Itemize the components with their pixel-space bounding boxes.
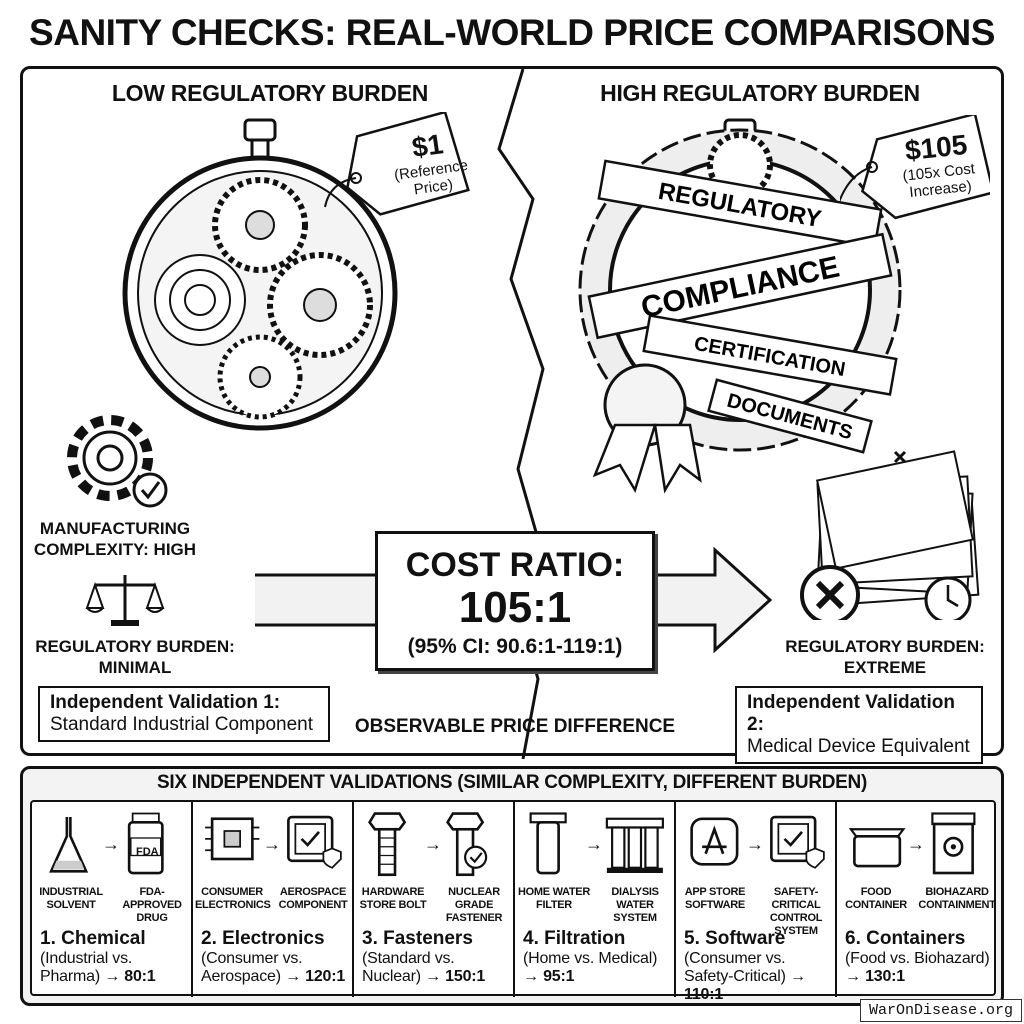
validation-desc: (Industrial vs. Pharma) → 80:1 bbox=[40, 950, 192, 986]
watermark: WarOnDisease.org bbox=[859, 999, 1022, 1022]
validation-ratio: 150:1 bbox=[445, 968, 486, 985]
low-burden-caption: INDUSTRIAL SOLVENT bbox=[39, 886, 103, 911]
regulated-watch-illustration: REGULATORY COMPLIANCE CERTIFICATION DOCU… bbox=[578, 118, 902, 494]
validation-cell: → FOOD CONTAINER BIOHAZARD CONTAINMENT 6. C… bbox=[837, 802, 998, 997]
cost-ratio-box: COST RATIO: 105:1 (95% CI: 90.6:1-119:1) bbox=[375, 531, 655, 671]
validations-heading: SIX INDEPENDENT VALIDATIONS (SIMILAR COM… bbox=[157, 772, 867, 793]
validation-desc: (Consumer vs. Safety-Critical) → 110:1 bbox=[684, 950, 836, 1004]
price-tag-low bbox=[324, 112, 470, 216]
validation-desc: (Standard vs. Nuclear) → 150:1 bbox=[362, 950, 514, 986]
validation-desc: (Food vs. Biohazard) → 130:1 bbox=[845, 950, 997, 986]
complexity-label: MANUFACTURING COMPLEXITY: HIGH bbox=[33, 519, 197, 559]
high-burden-caption: SAFETY-CRITICAL CONTROL SYSTEM bbox=[769, 886, 823, 937]
validation-comparison: (Home vs. Medical) → bbox=[523, 950, 658, 985]
biohazard-container-icon bbox=[931, 812, 976, 875]
validation-desc: (Home vs. Medical) → 95:1 bbox=[523, 950, 675, 986]
validation-cell: → FDA INDUSTRIAL SOLVENT FDA-APPROVED DRUG 1… bbox=[32, 802, 193, 997]
validation-1-title: Independent Validation 1: bbox=[50, 692, 281, 713]
cost-ratio-label: COST RATIO: bbox=[405, 546, 625, 584]
certified-chip-icon bbox=[287, 815, 342, 869]
certified-bolt-icon bbox=[446, 812, 488, 877]
validation-ratio: 110:1 bbox=[684, 986, 724, 1003]
validation-desc: (Consumer vs. Aerospace) → 120:1 bbox=[201, 950, 353, 986]
validation-ratio: 95:1 bbox=[543, 968, 575, 985]
high-burden-caption: DIALYSIS WATER SYSTEM bbox=[611, 886, 659, 924]
extreme-burden-label: REGULATORY BURDEN: EXTREME bbox=[785, 637, 985, 677]
arrow-icon: → bbox=[907, 834, 925, 854]
low-burden-caption: APP STORE SOFTWARE bbox=[684, 886, 746, 911]
validation-1-desc: Standard Industrial Component bbox=[50, 714, 313, 735]
validation-comparison: (Consumer vs. Safety-Critical) → bbox=[684, 950, 806, 985]
low-burden-heading: LOW REGULATORY BURDEN bbox=[111, 80, 429, 106]
arrow-icon: → bbox=[424, 834, 442, 854]
high-burden-caption: NUCLEAR GRADE FASTENER bbox=[445, 886, 503, 924]
validation-comparison: (Consumer vs. Aerospace) → bbox=[201, 950, 303, 985]
validation-2-box: Independent Validation 2: Medical Device… bbox=[735, 686, 983, 764]
validation-comparison: (Industrial vs. Pharma) → bbox=[40, 950, 133, 985]
arrow-icon: → bbox=[746, 834, 764, 854]
validation-title: 3. Fasteners bbox=[362, 928, 473, 949]
high-burden-heading: HIGH REGULATORY BURDEN bbox=[600, 80, 920, 106]
low-burden-caption: HARDWARE STORE BOLT bbox=[359, 886, 427, 911]
app-store-icon bbox=[690, 817, 739, 866]
dialysis-system-icon bbox=[605, 817, 664, 873]
low-burden-caption: FOOD CONTAINER bbox=[845, 886, 907, 911]
arrow-icon: → bbox=[263, 834, 281, 854]
validation-cell: → HOME WATER FILTER DIALYSIS WATER SYSTEM 4… bbox=[515, 802, 676, 997]
high-burden-caption: BIOHAZARD CONTAINMENT bbox=[918, 886, 996, 911]
validation-ratio: 80:1 bbox=[124, 968, 156, 985]
low-burden-caption: CONSUMER ELECTRONICS bbox=[195, 886, 271, 911]
fda-badge: FDA bbox=[136, 846, 159, 858]
observable-price-caption: OBSERVABLE PRICE DIFFERENCE bbox=[354, 716, 676, 737]
high-burden-caption: FDA-APPROVED DRUG bbox=[122, 886, 182, 924]
minimal-burden-label: REGULATORY BURDEN: MINIMAL bbox=[35, 637, 235, 677]
scale-icon bbox=[85, 575, 165, 626]
validation-title: 4. Filtration bbox=[523, 928, 626, 949]
validation-title: 6. Containers bbox=[845, 928, 966, 949]
drug-bottle-icon bbox=[127, 812, 164, 875]
food-container-icon bbox=[848, 828, 906, 868]
arrow-icon: → bbox=[585, 834, 603, 854]
page-title: SANITY CHECKS: REAL-WORLD PRICE COMPARIS… bbox=[29, 12, 995, 53]
paper-stack-icon bbox=[800, 450, 980, 620]
validation-comparison: (Standard vs. Nuclear) → bbox=[362, 950, 455, 985]
validation-title: 2. Electronics bbox=[201, 928, 325, 949]
low-burden-caption: HOME WATER FILTER bbox=[518, 886, 590, 911]
cost-ratio-ci: (95% CI: 90.6:1-119:1) bbox=[407, 635, 623, 658]
validation-title: 5. Software bbox=[684, 928, 786, 949]
validation-2-title: Independent Validation 2: bbox=[747, 692, 955, 735]
price-tag-high bbox=[840, 115, 990, 220]
cost-ratio-value: 105:1 bbox=[458, 583, 572, 632]
high-burden-caption: AEROSPACE COMPONENT bbox=[278, 886, 348, 911]
certified-chip-icon bbox=[770, 815, 825, 869]
validation-2-desc: Medical Device Equivalent bbox=[747, 736, 970, 757]
water-filter-icon bbox=[529, 812, 567, 875]
flask-icon bbox=[49, 817, 89, 873]
validation-cell: → APP STORE SOFTWARE SAFETY-CRITICAL CONTR… bbox=[676, 802, 837, 1003]
validation-1-box: Independent Validation 1: Standard Indus… bbox=[38, 686, 330, 742]
arrow-icon: → bbox=[102, 834, 120, 854]
validation-cell: → HARDWARE STORE BOLT NUCLEAR GRADE FASTEN… bbox=[354, 802, 515, 997]
validation-ratio: 130:1 bbox=[865, 968, 905, 985]
circuit-board-icon bbox=[205, 817, 260, 861]
validation-comparison: (Food vs. Biohazard) → bbox=[845, 950, 990, 985]
validations-grid: → FDA INDUSTRIAL SOLVENT FDA-APPROVED DRUG 1… bbox=[30, 800, 998, 1003]
validation-cell: → CONSUMER ELECTRONICS AEROSPACE COMPONENT… bbox=[193, 802, 354, 997]
validation-ratio: 120:1 bbox=[305, 968, 346, 985]
validation-title: 1. Chemical bbox=[40, 928, 146, 949]
bolt-icon bbox=[368, 812, 407, 877]
mechanical-watch-illustration bbox=[122, 118, 398, 431]
gear-check-icon bbox=[67, 415, 168, 508]
